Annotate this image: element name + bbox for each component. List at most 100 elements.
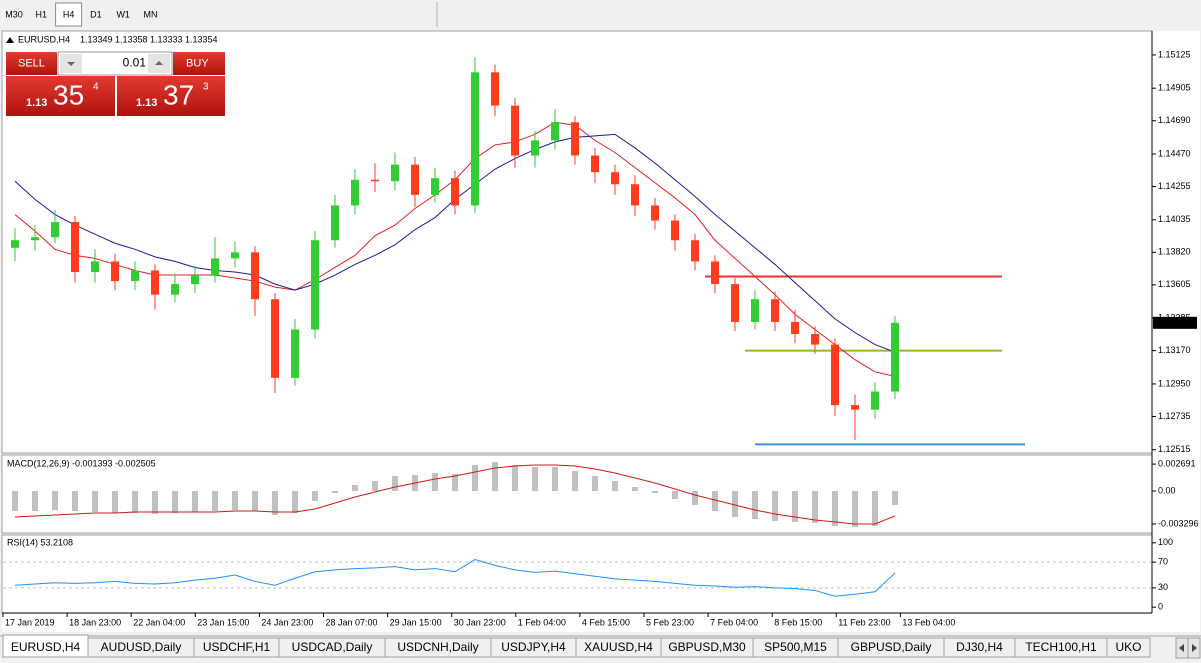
- chart-tab-label: GBPUSD,Daily: [851, 640, 932, 654]
- ask-small: 3: [203, 82, 209, 93]
- candle-body: [751, 299, 759, 322]
- histogram-bar: [652, 491, 658, 493]
- candle-body: [171, 284, 179, 295]
- histogram-bar: [372, 481, 378, 491]
- candle-body: [591, 155, 599, 173]
- candle-body: [651, 205, 659, 221]
- histogram-bar: [672, 491, 678, 499]
- timeframe-button[interactable]: [137, 3, 164, 26]
- chart-tab-label: USDJPY,H4: [501, 640, 566, 654]
- ohlc-value: 1.13349: [80, 34, 113, 44]
- timeframe-label: D1: [90, 9, 102, 19]
- x-tick-label: 30 Jan 23:00: [454, 617, 506, 627]
- histogram-bar: [492, 462, 498, 491]
- timeframe-button[interactable]: [28, 3, 55, 26]
- arrow-left: [1179, 644, 1184, 652]
- collapse-icon[interactable]: [6, 37, 14, 43]
- x-tick-label: 23 Jan 15:00: [197, 617, 249, 627]
- buy-label: BUY: [186, 57, 209, 69]
- candle-body: [891, 322, 899, 392]
- histogram-bar: [632, 487, 638, 491]
- candle-body: [251, 252, 259, 300]
- y-tick-label: 70: [1158, 557, 1168, 567]
- candle-body: [331, 205, 339, 241]
- ohlc-value: 1.13333: [150, 34, 183, 44]
- ask-main: 37: [163, 79, 194, 110]
- bid-price[interactable]: [6, 76, 115, 116]
- timeframe-label: W1: [116, 9, 130, 19]
- candle-body: [571, 122, 579, 156]
- timeframe-button[interactable]: [1, 3, 27, 26]
- histogram-bar: [112, 491, 118, 513]
- chart-tab-label: USDCAD,Daily: [292, 640, 373, 654]
- candle-body: [631, 184, 639, 206]
- ask-price[interactable]: [117, 76, 225, 116]
- histogram-bar: [332, 491, 338, 493]
- x-tick-label: 7 Feb 04:00: [710, 617, 758, 627]
- x-tick-label: 1 Feb 04:00: [518, 617, 566, 627]
- y-tick-label: 1.15125: [1158, 49, 1191, 59]
- candle-body: [191, 275, 199, 285]
- timeframe-label: H4: [63, 9, 75, 19]
- histogram-bar: [252, 491, 258, 511]
- candle-body: [451, 178, 459, 206]
- y-tick-label: 1.13605: [1158, 279, 1191, 289]
- candle-body: [711, 261, 719, 285]
- timeframe-label: M30: [5, 9, 23, 19]
- candle-body: [611, 172, 619, 185]
- bid-prefix: 1.13: [26, 97, 47, 109]
- y-tick-label: -0.003296: [1158, 518, 1199, 528]
- histogram-bar: [132, 491, 138, 513]
- buy-button[interactable]: [173, 52, 225, 75]
- timeframe-label: H1: [36, 9, 48, 19]
- candle-body: [291, 329, 299, 378]
- histogram-bar: [552, 467, 558, 491]
- timeframe-button[interactable]: [55, 2, 83, 27]
- candle-body: [831, 344, 839, 406]
- x-tick-label: 17 Jan 2019: [5, 617, 55, 627]
- candle-body: [211, 258, 219, 276]
- y-tick-label: 1.14905: [1158, 83, 1191, 93]
- histogram-bar: [92, 491, 98, 512]
- x-tick-label: 22 Jan 04:00: [133, 617, 185, 627]
- timeframe-button[interactable]: [82, 3, 109, 26]
- y-tick-label: 30: [1158, 582, 1168, 592]
- histogram-bar: [872, 491, 878, 526]
- x-tick-label: 4 Feb 15:00: [582, 617, 630, 627]
- arrow-down: [67, 62, 75, 66]
- sell-label: SELL: [18, 57, 45, 69]
- histogram-bar: [772, 491, 778, 521]
- candle-body: [511, 105, 519, 156]
- histogram-bar: [812, 491, 818, 523]
- arrow-right: [1192, 644, 1197, 652]
- chart-tab-label: USDCNH,Daily: [397, 640, 478, 654]
- bid-main: 35: [53, 79, 84, 110]
- histogram-bar: [532, 467, 538, 491]
- lot-input[interactable]: [57, 51, 173, 76]
- candle-body: [771, 299, 779, 322]
- candle-body: [71, 222, 79, 272]
- histogram-bar: [572, 471, 578, 491]
- histogram-bar: [692, 491, 698, 505]
- chart-tab[interactable]: [1106, 637, 1151, 658]
- bid-small: 4: [93, 82, 99, 93]
- y-tick-label: 1.13170: [1158, 345, 1191, 355]
- ask-prefix: 1.13: [136, 97, 157, 109]
- histogram-bar: [852, 491, 858, 527]
- timeframe-label: MN: [144, 9, 158, 19]
- candle-body: [91, 261, 99, 272]
- y-tick-label: 1.14470: [1158, 148, 1191, 158]
- histogram-bar: [72, 491, 78, 511]
- candle-body: [871, 391, 879, 410]
- candle-body: [691, 240, 699, 262]
- histogram-bar: [392, 476, 398, 491]
- histogram-bar: [792, 491, 798, 522]
- timeframe-button[interactable]: [110, 3, 137, 26]
- chart-tab-label: USDCHF,H1: [203, 640, 271, 654]
- sell-button[interactable]: [6, 52, 57, 75]
- candle-body: [731, 284, 739, 322]
- candle-body: [431, 178, 439, 195]
- indicator-line: [14, 559, 896, 597]
- histogram-bar: [152, 491, 158, 514]
